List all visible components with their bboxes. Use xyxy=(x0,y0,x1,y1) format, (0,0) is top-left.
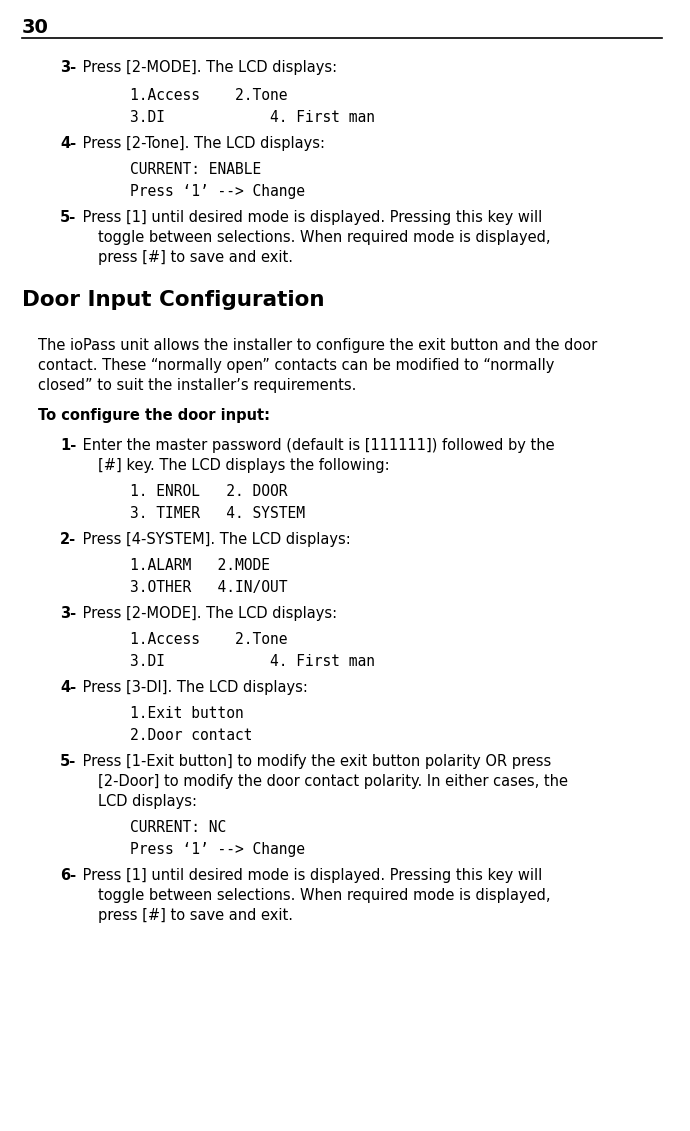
Text: 2-: 2- xyxy=(60,532,76,547)
Text: 1. ENROL   2. DOOR: 1. ENROL 2. DOOR xyxy=(130,484,288,499)
Text: [#] key. The LCD displays the following:: [#] key. The LCD displays the following: xyxy=(98,458,390,473)
Text: 4-: 4- xyxy=(60,136,76,152)
Text: 3. TIMER   4. SYSTEM: 3. TIMER 4. SYSTEM xyxy=(130,506,305,521)
Text: 3.DI            4. First man: 3.DI 4. First man xyxy=(130,110,375,126)
Text: press [#] to save and exit.: press [#] to save and exit. xyxy=(98,250,293,265)
Text: press [#] to save and exit.: press [#] to save and exit. xyxy=(98,908,293,923)
Text: Press [1] until desired mode is displayed. Pressing this key will: Press [1] until desired mode is displaye… xyxy=(78,210,542,225)
Text: 5-: 5- xyxy=(60,210,77,225)
Text: 3-: 3- xyxy=(60,606,76,621)
Text: The ioPass unit allows the installer to configure the exit button and the door: The ioPass unit allows the installer to … xyxy=(38,338,598,353)
Text: Door Input Configuration: Door Input Configuration xyxy=(22,290,324,310)
Text: Enter the master password (default is [111111]) followed by the: Enter the master password (default is [1… xyxy=(78,438,555,454)
Text: Press [2-Tone]. The LCD displays:: Press [2-Tone]. The LCD displays: xyxy=(78,136,325,152)
Text: Press ‘1’ --> Change: Press ‘1’ --> Change xyxy=(130,841,305,857)
Text: 30: 30 xyxy=(22,18,49,37)
Text: [2-Door] to modify the door contact polarity. In either cases, the: [2-Door] to modify the door contact pola… xyxy=(98,774,568,789)
Text: 1.Access    2.Tone: 1.Access 2.Tone xyxy=(130,632,288,647)
Text: 1.Exit button: 1.Exit button xyxy=(130,706,244,720)
Text: 3.DI            4. First man: 3.DI 4. First man xyxy=(130,654,375,670)
Text: 2.Door contact: 2.Door contact xyxy=(130,728,253,743)
Text: 1.Access    2.Tone: 1.Access 2.Tone xyxy=(130,88,288,103)
Text: 1-: 1- xyxy=(60,438,77,454)
Text: toggle between selections. When required mode is displayed,: toggle between selections. When required… xyxy=(98,888,551,903)
Text: 1.ALARM   2.MODE: 1.ALARM 2.MODE xyxy=(130,558,270,573)
Text: To configure the door input:: To configure the door input: xyxy=(38,408,270,423)
Text: closed” to suit the installer’s requirements.: closed” to suit the installer’s requirem… xyxy=(38,378,356,392)
Text: 4-: 4- xyxy=(60,680,76,696)
Text: contact. These “normally open” contacts can be modified to “normally: contact. These “normally open” contacts … xyxy=(38,359,554,373)
Text: Press [3-DI]. The LCD displays:: Press [3-DI]. The LCD displays: xyxy=(78,680,308,696)
Text: toggle between selections. When required mode is displayed,: toggle between selections. When required… xyxy=(98,230,551,245)
Text: Press [1-Exit button] to modify the exit button polarity OR press: Press [1-Exit button] to modify the exit… xyxy=(78,754,551,769)
Text: CURRENT: NC: CURRENT: NC xyxy=(130,820,226,835)
Text: Press [1] until desired mode is displayed. Pressing this key will: Press [1] until desired mode is displaye… xyxy=(78,867,542,883)
Text: 3-: 3- xyxy=(60,60,76,75)
Text: CURRENT: ENABLE: CURRENT: ENABLE xyxy=(130,162,262,176)
Text: Press [4-SYSTEM]. The LCD displays:: Press [4-SYSTEM]. The LCD displays: xyxy=(78,532,351,547)
Text: LCD displays:: LCD displays: xyxy=(98,794,197,809)
Text: 3.OTHER   4.IN/OUT: 3.OTHER 4.IN/OUT xyxy=(130,580,288,595)
Text: Press [2-MODE]. The LCD displays:: Press [2-MODE]. The LCD displays: xyxy=(78,60,337,75)
Text: 5-: 5- xyxy=(60,754,77,769)
Text: Press ‘1’ --> Change: Press ‘1’ --> Change xyxy=(130,184,305,199)
Text: Press [2-MODE]. The LCD displays:: Press [2-MODE]. The LCD displays: xyxy=(78,606,337,621)
Text: 6-: 6- xyxy=(60,867,76,883)
